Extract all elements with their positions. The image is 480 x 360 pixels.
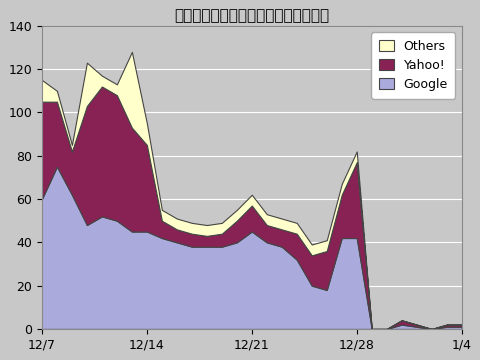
- Legend: Others, Yahoo!, Google: Others, Yahoo!, Google: [371, 32, 456, 99]
- Title: 「ソーテック」で検索して訪問した数: 「ソーテック」で検索して訪問した数: [174, 8, 329, 23]
